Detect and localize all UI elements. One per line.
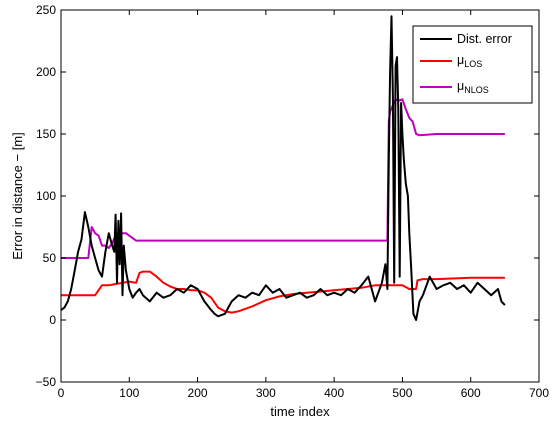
legend-label-mu-nlos-main: μ <box>457 79 464 93</box>
x-tick-label: 100 <box>119 386 139 400</box>
x-tick-label: 200 <box>188 386 208 400</box>
y-tick-label: 50 <box>43 251 57 265</box>
legend-label-mu-nlos-sub: NLOS <box>464 85 489 95</box>
legend-label-mu-los: μLOS <box>457 53 482 69</box>
series-dist-error <box>60 15 506 321</box>
y-tick-label: −50 <box>36 375 57 389</box>
x-tick-label: 500 <box>392 386 412 400</box>
y-tick-label: 150 <box>36 127 56 141</box>
y-axis-label: Error in distance − [m] <box>10 132 25 260</box>
plot-frame <box>60 9 540 383</box>
x-tick-label: 400 <box>324 386 344 400</box>
legend-label-mu-nlos: μNLOS <box>457 79 489 95</box>
y-tick-label: 100 <box>36 189 56 203</box>
x-axis-label: time index <box>270 404 330 419</box>
y-tick-label: 250 <box>36 3 56 17</box>
series-mu-los <box>61 270 505 314</box>
series-layer <box>60 15 506 321</box>
legend-label-dist-error-main: Dist. error <box>457 32 512 46</box>
legend-label-dist-error: Dist. error <box>457 32 512 46</box>
x-tick-label: 0 <box>58 386 65 400</box>
y-tick-label: 200 <box>36 65 56 79</box>
series-mu-nlos <box>61 98 505 259</box>
y-tick-label: 0 <box>49 313 56 327</box>
x-tick-label: 600 <box>461 386 481 400</box>
legend: Dist. error μLOS μNLOS <box>412 25 533 104</box>
x-tick-label: 700 <box>529 386 549 400</box>
x-tick-label: 300 <box>256 386 276 400</box>
legend-label-mu-los-main: μ <box>457 53 464 67</box>
legend-label-mu-los-sub: LOS <box>464 59 482 69</box>
